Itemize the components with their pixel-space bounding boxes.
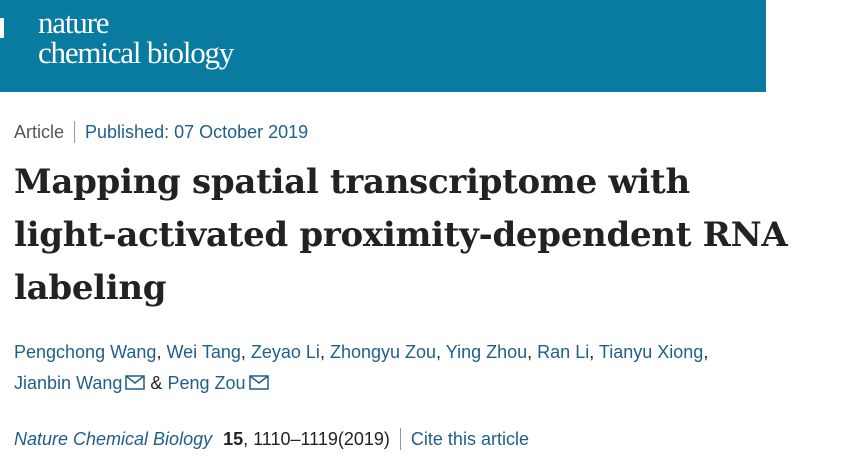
author-separator: ,: [703, 342, 709, 362]
author-separator: ,: [589, 342, 595, 362]
logo-line-2: chemical biology: [38, 35, 234, 70]
published-date: Published: 07 October 2019: [85, 121, 309, 142]
meta-divider: [74, 121, 76, 143]
article-title: Mapping spatial transcriptome with light…: [14, 162, 788, 308]
header-edge-marker: [0, 18, 4, 38]
author-separator: ,: [319, 342, 325, 362]
article-meta: Article Published: 07 October 2019: [14, 120, 308, 144]
journal-logo[interactable]: nature chemical biology: [38, 5, 234, 70]
author-link[interactable]: Tianyu Xiong: [598, 342, 704, 362]
cite-this-article-link[interactable]: Cite this article: [410, 428, 529, 449]
author-link[interactable]: Jianbin Wang: [14, 373, 123, 393]
author-link[interactable]: Ying Zhou: [445, 342, 528, 362]
author-separator: ,: [240, 342, 246, 362]
author-ampersand: &: [150, 373, 163, 393]
logo-line-1: nature: [38, 5, 109, 40]
pages-year: , 1110–1119(2019): [243, 428, 390, 449]
author-separator: ,: [156, 342, 162, 362]
author-link[interactable]: Ran Li: [537, 342, 590, 362]
author-list: Pengchong Wang, Wei Tang, Zeyao Li, Zhon…: [14, 337, 814, 399]
journal-name-link[interactable]: Nature Chemical Biology: [14, 428, 213, 449]
volume-number: 15: [223, 428, 244, 449]
author-link[interactable]: Peng Zou: [167, 373, 246, 393]
mail-icon[interactable]: [125, 375, 146, 390]
author-separator: ,: [527, 342, 533, 362]
mail-icon[interactable]: [248, 375, 269, 390]
author-link[interactable]: Wei Tang: [166, 342, 241, 362]
author-link[interactable]: Zhongyu Zou: [329, 342, 437, 362]
author-link[interactable]: Zeyao Li: [250, 342, 320, 362]
article-type: Article: [14, 121, 65, 142]
citation-divider: [399, 428, 401, 450]
citation-line: Nature Chemical Biology 15 , 1110–1119(2…: [14, 426, 529, 452]
journal-header: nature chemical biology: [0, 0, 766, 92]
author-separator: ,: [436, 342, 442, 362]
author-link[interactable]: Pengchong Wang: [14, 342, 157, 362]
